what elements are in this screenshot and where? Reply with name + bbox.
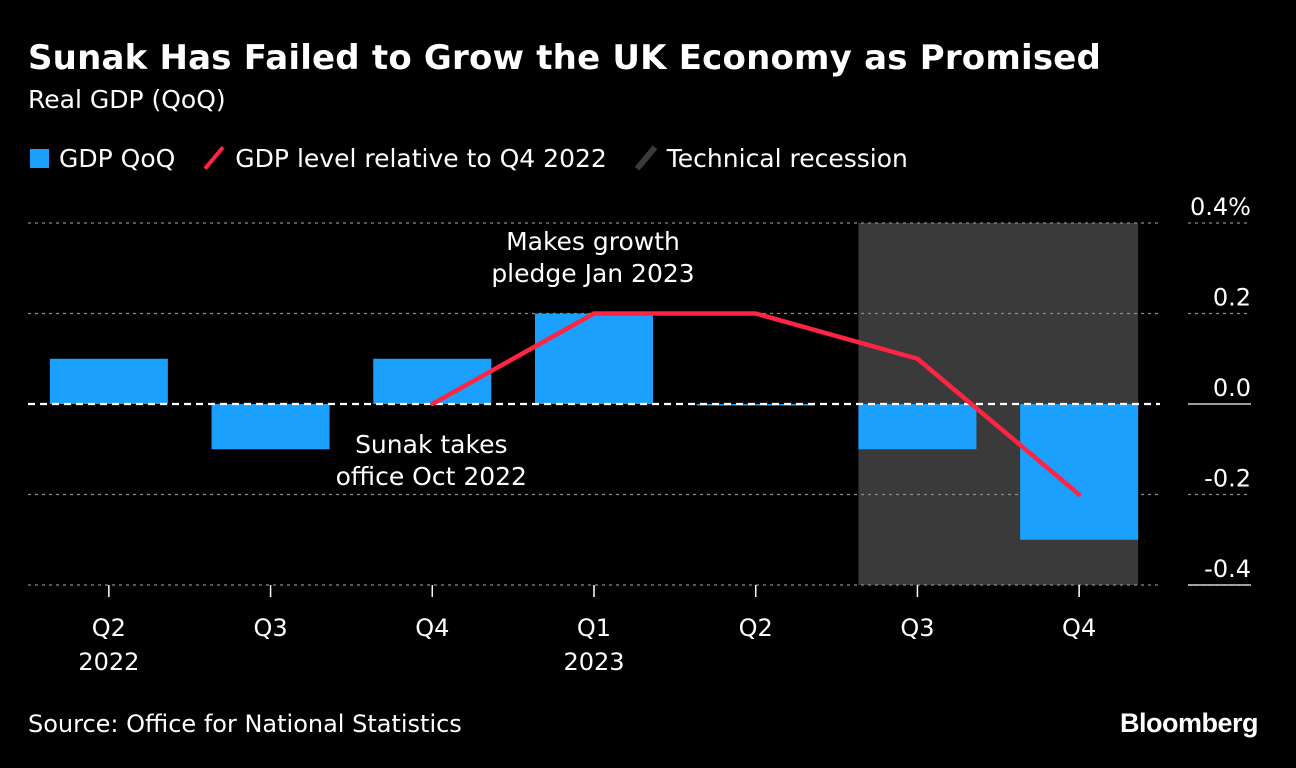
- bar-q2-2022: [49, 358, 168, 404]
- x-tick-year-label: 2023: [563, 648, 624, 676]
- y-tick-label: -0.4: [1204, 555, 1251, 583]
- y-tick-label: 0.0: [1213, 374, 1251, 402]
- source-note: Source: Office for National Statistics: [28, 710, 462, 738]
- x-tick-label: Q1: [577, 614, 611, 642]
- gdp-level-line: [430, 311, 1082, 497]
- chart-subtitle: Real GDP (QoQ): [28, 85, 226, 114]
- legend-item-recession: Technical recession: [635, 144, 908, 173]
- y-tick-label: 0.2: [1213, 284, 1251, 312]
- bar-q3-2023: [858, 404, 977, 450]
- annotation-1-line: office Oct 2022: [336, 462, 527, 491]
- legend-item-gdp-qoq: GDP QoQ: [30, 144, 175, 173]
- legend-label-recession: Technical recession: [666, 143, 908, 173]
- x-tick-label: Q2: [739, 614, 773, 642]
- annotation-1-line: Sunak takes: [355, 430, 507, 459]
- bar-q3-2022: [211, 404, 330, 450]
- annotation-2-line: Makes growth: [506, 227, 680, 256]
- legend-label-gdp-level: GDP level relative to Q4 2022: [235, 143, 607, 173]
- brand-logo: Bloomberg: [1119, 708, 1259, 738]
- bar-q4-2023: [1020, 404, 1139, 540]
- legend-bar-swatch: [30, 148, 49, 168]
- bar-q2-2023: [696, 404, 815, 406]
- x-tick-label: Q3: [253, 614, 287, 642]
- annotation-2-line: pledge Jan 2023: [491, 259, 694, 288]
- bar-q1-2023: [535, 313, 653, 404]
- y-tick-label: 0.4%: [1190, 193, 1251, 221]
- x-tick-label: Q4: [1062, 614, 1096, 642]
- x-tick-year-label: 2022: [78, 648, 139, 676]
- legend-item-gdp-level: GDP level relative to Q4 2022: [203, 144, 606, 173]
- chart-title: Sunak Has Failed to Grow the UK Economy …: [28, 38, 1102, 78]
- legend: GDP QoQ GDP level relative to Q4 2022 Te…: [30, 140, 936, 176]
- y-tick-label: -0.2: [1204, 465, 1251, 493]
- legend-label-gdp-qoq: GDP QoQ: [59, 143, 176, 173]
- x-tick-label: Q3: [900, 614, 934, 642]
- x-tick-label: Q4: [415, 614, 449, 642]
- x-tick-label: Q2: [92, 614, 126, 642]
